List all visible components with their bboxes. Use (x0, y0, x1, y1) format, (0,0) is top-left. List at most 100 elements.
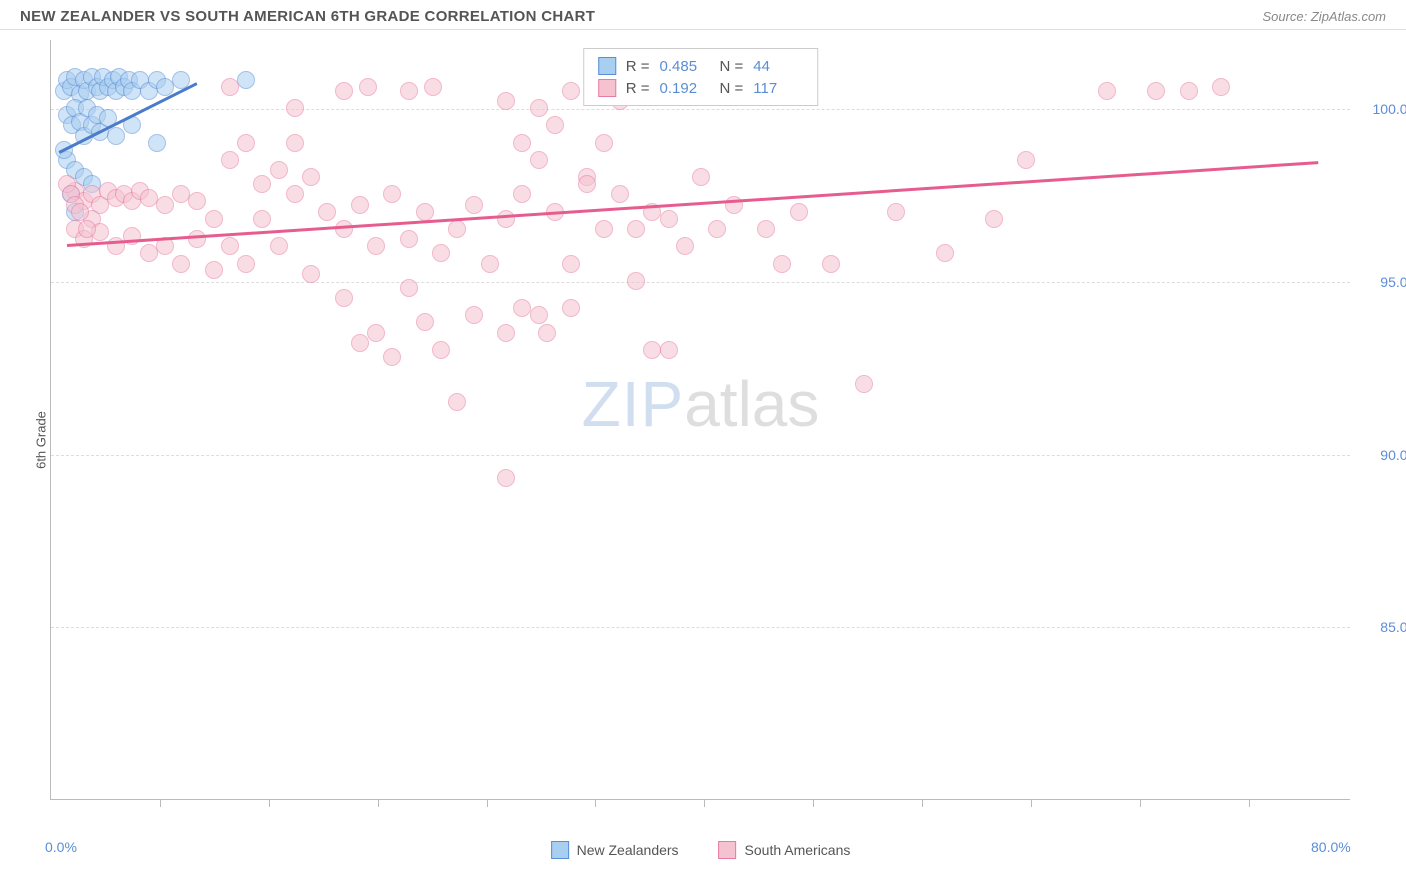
scatter-point (335, 289, 353, 307)
chart-header: NEW ZEALANDER VS SOUTH AMERICAN 6TH GRAD… (0, 0, 1406, 30)
scatter-point (188, 192, 206, 210)
chart-title: NEW ZEALANDER VS SOUTH AMERICAN 6TH GRAD… (20, 8, 595, 25)
scatter-point (660, 341, 678, 359)
scatter-point (497, 210, 515, 228)
scatter-point (538, 324, 556, 342)
x-tick (1249, 799, 1250, 807)
stat-n-value: 117 (753, 80, 803, 97)
scatter-point (708, 220, 726, 238)
stats-box: R =0.485N =44R =0.192N =117 (583, 48, 819, 106)
scatter-point (286, 134, 304, 152)
scatter-point (156, 196, 174, 214)
scatter-point (71, 203, 89, 221)
scatter-point (546, 116, 564, 134)
scatter-point (383, 185, 401, 203)
scatter-point (253, 210, 271, 228)
scatter-point (448, 220, 466, 238)
scatter-point (400, 279, 418, 297)
watermark: ZIPatlas (582, 367, 820, 441)
scatter-point (855, 375, 873, 393)
scatter-point (676, 237, 694, 255)
stat-n-label: N = (720, 58, 744, 75)
scatter-point (237, 255, 255, 273)
scatter-point (530, 99, 548, 117)
y-tick-label: 95.0% (1380, 274, 1406, 290)
chart-container: 6th Grade ZIPatlas 85.0%90.0%95.0%100.0%… (0, 30, 1406, 850)
scatter-point (497, 324, 515, 342)
x-tick (704, 799, 705, 807)
scatter-point (221, 237, 239, 255)
scatter-point (351, 196, 369, 214)
series-swatch (598, 79, 616, 97)
scatter-point (660, 210, 678, 228)
scatter-point (286, 185, 304, 203)
scatter-point (530, 306, 548, 324)
scatter-point (302, 168, 320, 186)
plot-area: ZIPatlas 85.0%90.0%95.0%100.0%0.0%80.0%R… (50, 40, 1350, 800)
scatter-point (424, 78, 442, 96)
legend-label: South Americans (745, 842, 851, 858)
scatter-point (1098, 82, 1116, 100)
scatter-point (335, 220, 353, 238)
scatter-point (351, 334, 369, 352)
x-tick (1031, 799, 1032, 807)
scatter-point (400, 230, 418, 248)
scatter-point (1212, 78, 1230, 96)
scatter-point (465, 196, 483, 214)
scatter-point (513, 185, 531, 203)
scatter-point (221, 78, 239, 96)
scatter-point (359, 78, 377, 96)
scatter-point (1147, 82, 1165, 100)
scatter-point (383, 348, 401, 366)
grid-line (51, 282, 1350, 283)
scatter-point (481, 255, 499, 273)
scatter-point (627, 220, 645, 238)
scatter-point (270, 161, 288, 179)
scatter-point (562, 255, 580, 273)
stats-row: R = 0.192 N = 117 (598, 77, 804, 99)
stat-n-value: 44 (753, 58, 803, 75)
x-tick (922, 799, 923, 807)
scatter-point (611, 185, 629, 203)
legend-item: South Americans (719, 841, 851, 859)
x-tick (487, 799, 488, 807)
legend-swatch (719, 841, 737, 859)
scatter-point (367, 324, 385, 342)
stat-r-value: 0.192 (660, 80, 710, 97)
scatter-point (237, 71, 255, 89)
scatter-point (270, 237, 288, 255)
scatter-point (595, 134, 613, 152)
scatter-point (367, 237, 385, 255)
stat-n-label: N = (720, 80, 744, 97)
scatter-point (790, 203, 808, 221)
watermark-atlas: atlas (684, 368, 819, 440)
scatter-point (205, 261, 223, 279)
scatter-point (513, 299, 531, 317)
scatter-point (513, 134, 531, 152)
scatter-point (432, 341, 450, 359)
y-tick-label: 85.0% (1380, 619, 1406, 635)
series-swatch (598, 57, 616, 75)
scatter-point (822, 255, 840, 273)
scatter-point (497, 92, 515, 110)
stat-r-label: R = (626, 58, 650, 75)
scatter-point (1017, 151, 1035, 169)
scatter-point (286, 99, 304, 117)
x-tick (813, 799, 814, 807)
legend-item: New Zealanders (551, 841, 679, 859)
source-attribution: Source: ZipAtlas.com (1262, 9, 1386, 24)
scatter-point (985, 210, 1003, 228)
scatter-point (205, 210, 223, 228)
grid-line (51, 455, 1350, 456)
scatter-point (188, 230, 206, 248)
scatter-point (318, 203, 336, 221)
x-tick (595, 799, 596, 807)
scatter-point (562, 82, 580, 100)
scatter-point (595, 220, 613, 238)
scatter-point (107, 127, 125, 145)
legend: New Zealanders South Americans (551, 841, 851, 859)
stat-r-label: R = (626, 80, 650, 97)
grid-line (51, 109, 1350, 110)
scatter-point (400, 82, 418, 100)
x-tick (1140, 799, 1141, 807)
